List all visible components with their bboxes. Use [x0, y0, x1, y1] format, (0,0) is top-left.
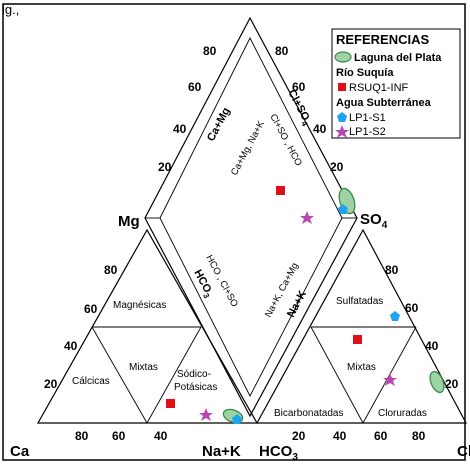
legend-lp1-s1-label: LP1-S1 [349, 112, 386, 124]
tick-mg-40: 40 [64, 339, 78, 353]
tick-so4-80: 80 [385, 263, 399, 277]
cl-so4-subscript: 4 [299, 120, 309, 129]
legend-lp1-s2-label: LP1-S2 [349, 126, 386, 138]
legend: REFERENCIAS Laguna del Plata Río Suquía … [331, 28, 461, 139]
tick-hco3-20: 20 [292, 429, 306, 443]
legend-laguna-icon [334, 51, 352, 63]
field-mixtas-cation: Mixtas [129, 362, 158, 373]
legend-laguna-label: Laguna del Plata [354, 52, 442, 64]
tick-so4-60: 60 [405, 301, 419, 315]
point-laguna-anion [429, 370, 445, 394]
cation-triangle [36, 228, 259, 424]
anion-triangle [255, 228, 468, 424]
tick-ca-80: 80 [75, 429, 89, 443]
so4-subscript: 4 [382, 220, 388, 231]
tick-diamond-right-60: 60 [292, 80, 306, 94]
field-cloruradas: Cloruradas [378, 408, 427, 419]
diamond-hco3-subscript: 3 [201, 292, 211, 301]
legend-lp1-s2-icon [335, 125, 349, 138]
field-mixtas-anion: Mixtas [347, 362, 376, 373]
field-sulfatadas: Sulfatadas [336, 296, 383, 307]
point-lp1-s1-anion [390, 311, 400, 321]
legend-agua-heading: Agua Subterránea [336, 97, 432, 109]
point-lp1-s1-cation [232, 414, 242, 424]
tick-diamond-left-40: 40 [173, 122, 187, 136]
cl-so4-text: Cl+SO [285, 88, 311, 123]
diamond [144, 16, 358, 418]
point-lp1-s2-anion [383, 373, 397, 386]
frame-border [2, 3, 466, 461]
header-fragment: ig., [2, 2, 19, 17]
legend-rio-icon [338, 83, 346, 91]
tick-ca-40: 40 [154, 429, 168, 443]
corner-label-hco3: HCO3 [259, 443, 298, 463]
diamond-hco3-text: HCO [191, 268, 213, 296]
tick-hco3-80: 80 [412, 429, 426, 443]
point-lp1-s2-diamond [300, 211, 314, 224]
tick-hco3-60: 60 [374, 429, 388, 443]
corner-label-so4: SO4 [360, 211, 388, 231]
tick-mg-80: 80 [104, 263, 118, 277]
point-rsuq1-anion [353, 335, 362, 344]
legend-lp1-s1-icon [337, 112, 347, 122]
diamond-label-ca-mg-na-k: Ca+Mg, Na+K [229, 119, 267, 178]
svg-text:HCO3: HCO3 [259, 443, 298, 463]
point-lp1-s1-diamond [338, 204, 348, 214]
corner-label-na-k: Na+K [202, 443, 241, 460]
tick-diamond-right-80: 80 [275, 44, 289, 58]
diamond-label-na-k: Na+K [285, 289, 309, 320]
legend-box [331, 28, 461, 139]
tick-diamond-left-20: 20 [158, 160, 172, 174]
hco3-subscript: 3 [292, 452, 298, 463]
field-potasicas: Potásicas [174, 382, 217, 393]
diamond-label-ca-mg: Ca+Mg [205, 106, 233, 144]
tick-diamond-right-20: 20 [330, 160, 344, 174]
tick-so4-40: 40 [425, 339, 439, 353]
svg-text:Cl+SO4: Cl+SO4 [284, 88, 314, 128]
points-lp1-s1 [232, 204, 400, 424]
field-calcicas: Cálcicas [72, 376, 110, 387]
point-rsuq1-diamond [276, 186, 285, 195]
tick-so4-20: 20 [445, 377, 459, 391]
tick-diamond-left-60: 60 [188, 80, 202, 94]
points-rsuq1-inf [166, 186, 362, 408]
diamond-label-cl-so4: Cl+SO4 [284, 88, 314, 128]
legend-title: REFERENCIAS [336, 32, 430, 47]
tick-diamond-left-80: 80 [203, 44, 217, 58]
field-sodico: Sódico- [177, 369, 211, 380]
legend-rio-heading: Río Suquía [336, 67, 394, 79]
tick-hco3-40: 40 [333, 429, 347, 443]
tick-diamond-right-40: 40 [313, 122, 327, 136]
points-laguna-del-plata [222, 187, 445, 424]
svg-text:SO4: SO4 [360, 211, 388, 231]
point-rsuq1-cation [166, 399, 175, 408]
corner-label-ca: Ca [10, 443, 30, 460]
field-magnesicas: Magnésicas [113, 300, 166, 311]
points-lp1-s2 [199, 211, 397, 421]
tick-mg-60: 60 [84, 302, 98, 316]
corner-label-cl: Cl [457, 443, 470, 460]
corner-label-mg: Mg [118, 213, 140, 230]
point-lp1-s2-cation [199, 408, 213, 421]
so4-text: SO [360, 211, 382, 228]
legend-rio-sample: RSUQ1-INF [349, 82, 409, 94]
hco3-text: HCO [259, 443, 293, 460]
point-laguna-cation [222, 408, 244, 424]
tick-ca-60: 60 [112, 429, 126, 443]
field-bicarbonatadas: Bicarbonatadas [274, 408, 344, 419]
tick-mg-20: 20 [44, 377, 58, 391]
diamond-label-cl-so4-hco3: Cl+SO , HCO [267, 112, 304, 168]
